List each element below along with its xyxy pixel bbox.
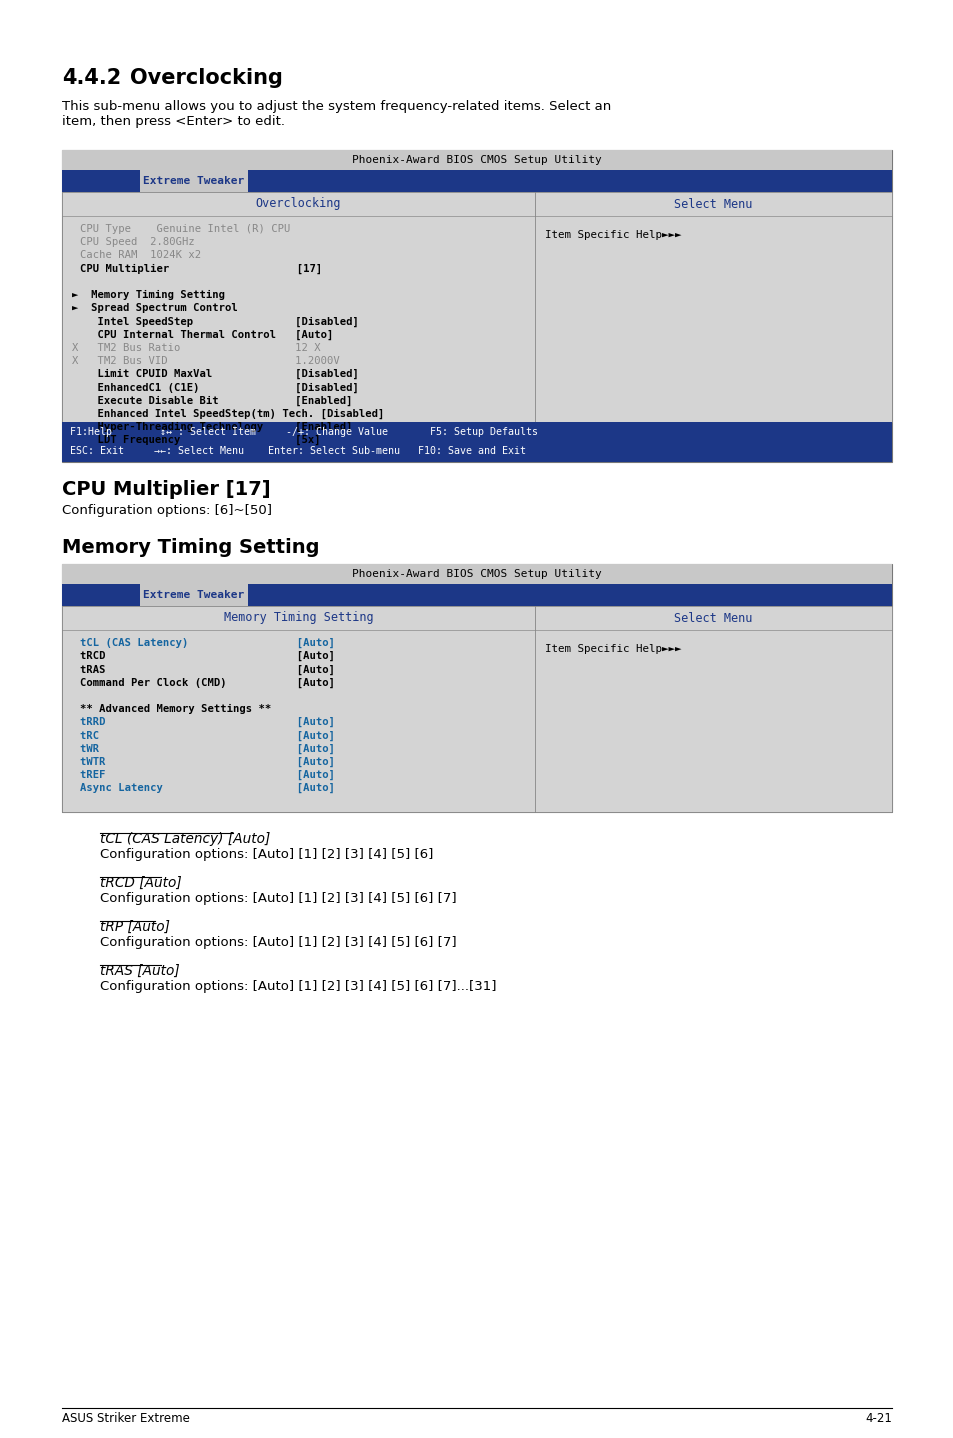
Text: tWR                               [Auto]: tWR [Auto] [80, 743, 335, 754]
Bar [140, 170, 248, 193]
Text: Cache RAM  1024K x2: Cache RAM 1024K x2 [80, 250, 201, 260]
Text: CPU Internal Thermal Control   [Auto]: CPU Internal Thermal Control [Auto] [71, 329, 333, 339]
Text: Command Per Clock (CMD)           [Auto]: Command Per Clock (CMD) [Auto] [80, 677, 335, 687]
Bar [62, 605, 535, 630]
Text: tRCD                              [Auto]: tRCD [Auto] [80, 651, 335, 661]
Bar [535, 605, 891, 812]
Bar [62, 421, 891, 462]
Text: Overclocking: Overclocking [130, 68, 283, 88]
Bar [535, 193, 891, 421]
Text: Configuration options: [Auto] [1] [2] [3] [4] [5] [6] [7]: Configuration options: [Auto] [1] [2] [3… [100, 936, 456, 949]
Text: Memory Timing Setting: Memory Timing Setting [62, 538, 319, 557]
Text: tRP [Auto]: tRP [Auto] [100, 920, 170, 935]
Text: tCL (CAS Latency) [Auto]: tCL (CAS Latency) [Auto] [100, 833, 270, 846]
Text: Enhanced Intel SpeedStep(tm) Tech. [Disabled]: Enhanced Intel SpeedStep(tm) Tech. [Disa… [71, 408, 384, 418]
Text: Configuration options: [Auto] [1] [2] [3] [4] [5] [6]: Configuration options: [Auto] [1] [2] [3… [100, 848, 433, 861]
Text: Select Menu: Select Menu [674, 611, 752, 624]
Text: tCL (CAS Latency)                 [Auto]: tCL (CAS Latency) [Auto] [80, 638, 335, 649]
Text: tRCD [Auto]: tRCD [Auto] [100, 876, 182, 890]
Bar [535, 193, 891, 216]
Text: 4.4.2: 4.4.2 [62, 68, 121, 88]
Text: Execute Disable Bit            [Enabled]: Execute Disable Bit [Enabled] [71, 395, 352, 406]
Text: Select Menu: Select Menu [674, 197, 752, 210]
Bar [62, 193, 535, 421]
Text: Hyper-Threading Technology     [Enabled]: Hyper-Threading Technology [Enabled] [71, 421, 352, 433]
Text: tRC                               [Auto]: tRC [Auto] [80, 731, 335, 741]
Text: tWTR                              [Auto]: tWTR [Auto] [80, 756, 335, 766]
Text: Configuration options: [Auto] [1] [2] [3] [4] [5] [6] [7]: Configuration options: [Auto] [1] [2] [3… [100, 892, 456, 905]
Text: Configuration options: [6]~[50]: Configuration options: [6]~[50] [62, 503, 272, 518]
Bar [62, 605, 535, 812]
Text: LDT Frequency                  [5x]: LDT Frequency [5x] [71, 436, 320, 446]
Text: Extreme Tweaker: Extreme Tweaker [143, 590, 244, 600]
Bar [62, 170, 891, 193]
Bar [62, 564, 891, 812]
Text: X   TM2 Bus Ratio                  12 X: X TM2 Bus Ratio 12 X [71, 342, 320, 352]
Text: Extreme Tweaker: Extreme Tweaker [143, 175, 244, 186]
Text: Phoenix-Award BIOS CMOS Setup Utility: Phoenix-Award BIOS CMOS Setup Utility [352, 569, 601, 580]
Bar [140, 584, 248, 605]
Text: ** Advanced Memory Settings **: ** Advanced Memory Settings ** [80, 705, 271, 715]
Text: ►  Memory Timing Setting: ► Memory Timing Setting [71, 290, 225, 301]
Text: CPU Multiplier [17]: CPU Multiplier [17] [62, 480, 271, 499]
Text: Phoenix-Award BIOS CMOS Setup Utility: Phoenix-Award BIOS CMOS Setup Utility [352, 155, 601, 165]
Bar [62, 150, 891, 462]
Text: Item Specific Help►►►: Item Specific Help►►► [544, 644, 680, 654]
Text: tRAS [Auto]: tRAS [Auto] [100, 963, 179, 978]
Text: EnhancedC1 (C1E)               [Disabled]: EnhancedC1 (C1E) [Disabled] [71, 383, 358, 393]
Text: CPU Speed  2.80GHz: CPU Speed 2.80GHz [80, 237, 194, 247]
Text: This sub-menu allows you to adjust the system frequency-related items. Select an: This sub-menu allows you to adjust the s… [62, 101, 611, 128]
Text: X   TM2 Bus VID                    1.2000V: X TM2 Bus VID 1.2000V [71, 357, 339, 367]
Text: ESC: Exit     →←: Select Menu    Enter: Select Sub-menu   F10: Save and Exit: ESC: Exit →←: Select Menu Enter: Select … [70, 446, 525, 456]
Text: Intel SpeedStep                [Disabled]: Intel SpeedStep [Disabled] [71, 316, 358, 326]
Text: ASUS Striker Extreme: ASUS Striker Extreme [62, 1412, 190, 1425]
Text: CPU Type    Genuine Intel (R) CPU: CPU Type Genuine Intel (R) CPU [80, 224, 290, 234]
Text: Item Specific Help►►►: Item Specific Help►►► [544, 230, 680, 240]
Text: CPU Multiplier                    [17]: CPU Multiplier [17] [80, 263, 322, 273]
Text: 4-21: 4-21 [864, 1412, 891, 1425]
Text: Memory Timing Setting: Memory Timing Setting [223, 611, 373, 624]
Text: ►  Spread Spectrum Control: ► Spread Spectrum Control [71, 303, 237, 313]
Bar [62, 564, 891, 584]
Text: F1:Help        ↕↔ : Select Item     -/+: Change Value       F5: Setup Defaults: F1:Help ↕↔ : Select Item -/+: Change Val… [70, 427, 537, 437]
Text: tRRD                              [Auto]: tRRD [Auto] [80, 718, 335, 728]
Text: tREF                              [Auto]: tREF [Auto] [80, 769, 335, 779]
Text: Overclocking: Overclocking [255, 197, 341, 210]
Text: Configuration options: [Auto] [1] [2] [3] [4] [5] [6] [7]...[31]: Configuration options: [Auto] [1] [2] [3… [100, 981, 496, 994]
Bar [62, 193, 535, 216]
Bar [535, 605, 891, 630]
Text: Async Latency                     [Auto]: Async Latency [Auto] [80, 784, 335, 794]
Text: tRAS                              [Auto]: tRAS [Auto] [80, 664, 335, 674]
Text: Limit CPUID MaxVal             [Disabled]: Limit CPUID MaxVal [Disabled] [71, 370, 358, 380]
Bar [62, 584, 891, 605]
Bar [62, 150, 891, 170]
